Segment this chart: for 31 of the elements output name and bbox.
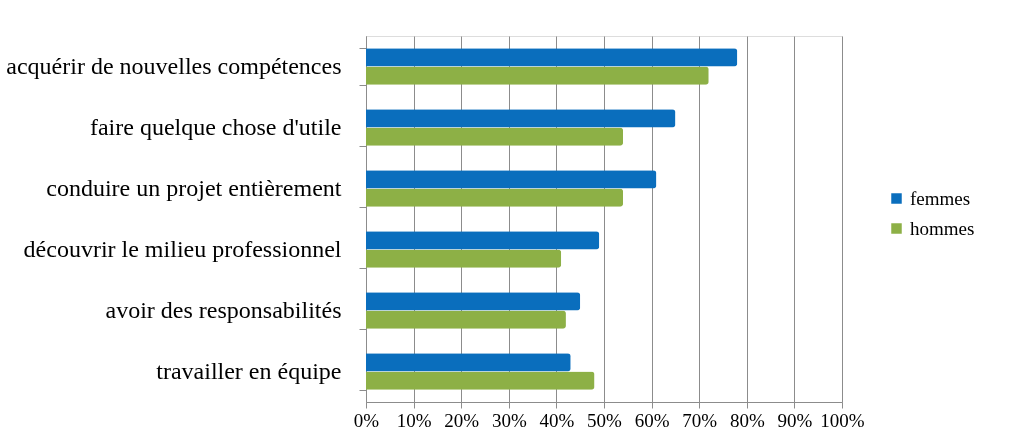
- bar: [366, 249, 562, 268]
- legend-label: hommes: [910, 217, 975, 239]
- x-tick-label: 30%: [491, 409, 527, 431]
- y-tick-label: avoir des responsabilités: [105, 297, 342, 323]
- x-tick-label: 100%: [820, 409, 865, 431]
- y-tick-label: travailler en équipe: [156, 358, 342, 384]
- y-tick-label: faire quelque chose d'utile: [89, 114, 342, 140]
- x-tick-label: 40%: [539, 409, 575, 431]
- y-tick-label: conduire un projet entièrement: [46, 175, 342, 201]
- bar: [366, 48, 738, 67]
- bar: [366, 310, 566, 329]
- bar: [366, 127, 624, 146]
- bar: [366, 170, 657, 189]
- x-tick-label: 0%: [353, 409, 380, 431]
- y-tick-label: acquérir de nouvelles compétences: [6, 53, 342, 79]
- x-tick-label: 70%: [682, 409, 718, 431]
- x-tick-label: 20%: [444, 409, 480, 431]
- legend-label: femmes: [910, 187, 971, 209]
- bar: [366, 371, 595, 390]
- bar: [366, 66, 709, 85]
- bar: [366, 109, 676, 128]
- bar: [366, 188, 624, 207]
- x-tick-label: 50%: [587, 409, 623, 431]
- y-tick-label: découvrir le milieu professionnel: [23, 236, 342, 262]
- x-tick-label: 10%: [396, 409, 432, 431]
- bar: [366, 292, 581, 311]
- x-tick-label: 90%: [777, 409, 813, 431]
- x-tick-label: 60%: [634, 409, 670, 431]
- bar: [366, 353, 571, 372]
- bar: [366, 231, 600, 250]
- x-tick-label: 80%: [729, 409, 765, 431]
